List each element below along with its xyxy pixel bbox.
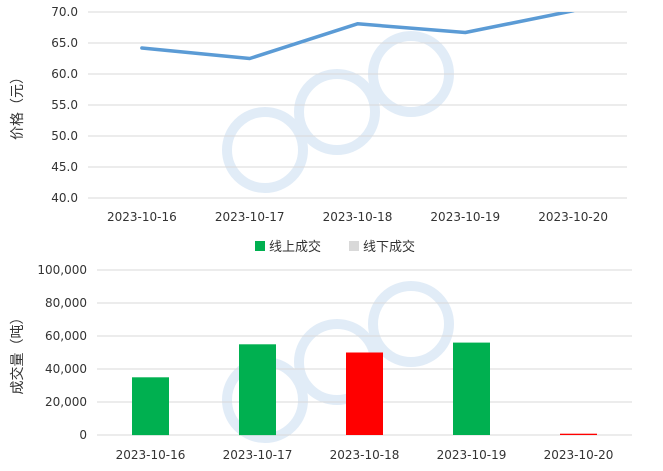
price-y-tick-label: 50.0 (51, 129, 78, 143)
volume-y-tick-label: 0 (79, 428, 87, 442)
price-y-tick-label: 40.0 (51, 191, 78, 205)
volume-y-tick-label: 20,000 (45, 395, 87, 409)
volume-y-tick-label: 60,000 (45, 329, 87, 343)
volume-bar-chart: 0 20,000 40,000 60,000 80,000 100,000 2023-10-… (9, 239, 632, 462)
price-x-tick-label: 2023-10-17 (215, 210, 285, 224)
volume-y-tick-label: 40,000 (45, 362, 87, 376)
legend-item: 线上成交 (255, 239, 321, 255)
price-y-axis-title: 价格（元） (10, 70, 26, 140)
price-y-tick-label: 70.0 (51, 5, 78, 19)
price-line-chart: 40.0 45.0 50.0 55.0 60.0 65.0 70.0 2023-10-16 20… (10, 5, 627, 224)
volume-bar (346, 352, 383, 435)
legend-item: 线下成交 (349, 239, 415, 255)
price-y-tick-label: 60.0 (51, 67, 78, 81)
price-x-tick-label: 2023-10-18 (323, 210, 393, 224)
price-y-tick-label: 55.0 (51, 98, 78, 112)
volume-y-tick-label: 100,000 (37, 263, 87, 277)
legend-swatch (255, 241, 265, 251)
volume-x-tick-label: 2023-10-16 (116, 448, 186, 462)
volume-bar (239, 344, 276, 436)
legend-label: 线上成交 (269, 239, 321, 255)
volume-bar (560, 433, 597, 435)
volume-x-tick-label: 2023-10-17 (223, 448, 293, 462)
volume-x-tick-label: 2023-10-20 (544, 448, 614, 462)
price-y-tick-label: 65.0 (51, 36, 78, 50)
price-x-tick-label: 2023-10-20 (538, 210, 608, 224)
volume-x-tick-label: 2023-10-18 (330, 448, 400, 462)
volume-bar (132, 377, 169, 436)
volume-bar (453, 342, 490, 435)
volume-y-tick-label: 80,000 (45, 296, 87, 310)
volume-x-tick-label: 2023-10-19 (437, 448, 507, 462)
volume-y-axis-title: 成交量（吨） (9, 311, 26, 395)
price-y-tick-label: 45.0 (51, 160, 78, 174)
price-x-tick-label: 2023-10-19 (430, 210, 500, 224)
legend-label: 线下成交 (363, 239, 415, 255)
price-x-tick-label: 2023-10-16 (107, 210, 177, 224)
price-series-line (140, 12, 575, 61)
legend-swatch (349, 241, 359, 251)
